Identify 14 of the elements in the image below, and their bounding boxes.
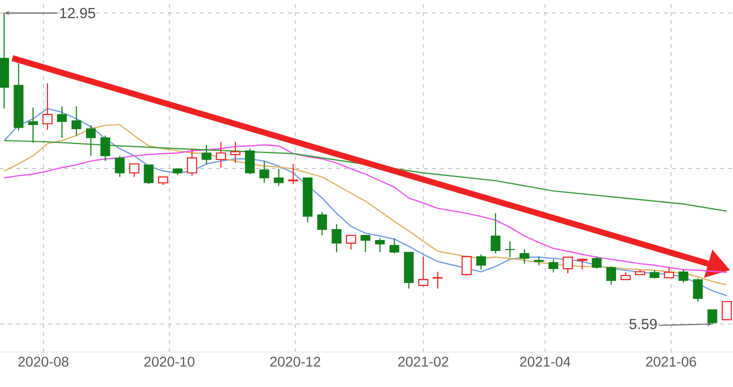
annotation: 12.95 [60,8,96,18]
candlestick [72,106,82,136]
x-tick-label: 2021-02 [398,356,448,367]
candlestick [432,271,443,290]
candlestick [274,168,284,186]
x-tick-label: 2021-04 [520,356,570,367]
candlestick [114,155,125,178]
candlestick [259,160,270,184]
x-tick-label: 2020-10 [144,356,194,367]
x-tick-label: 2020-12 [270,356,320,367]
x-tick-label: 2020-08 [18,356,68,367]
candlestick [28,107,38,144]
annotation: 5.59 [629,318,657,330]
x-tick-label: 2021-06 [646,356,696,367]
